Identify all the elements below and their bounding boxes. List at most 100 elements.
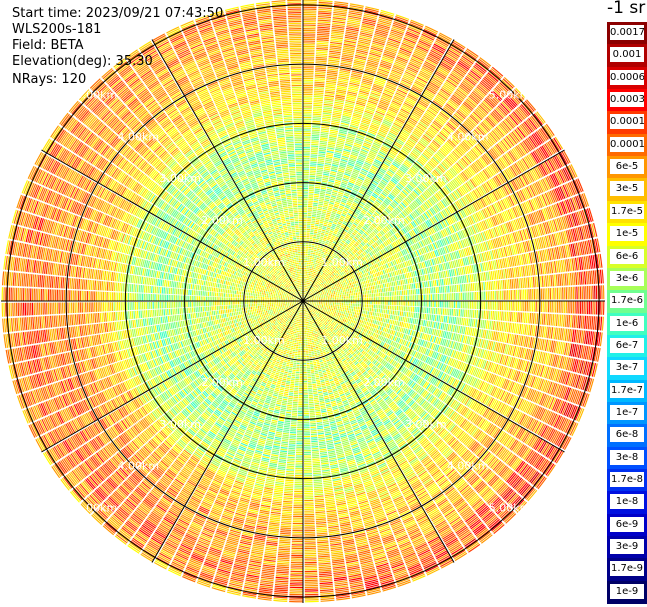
beta-gate (332, 294, 334, 297)
beta-gate (331, 25, 345, 29)
beta-gate (347, 283, 350, 286)
beta-gate (347, 133, 356, 137)
beta-gate (332, 22, 346, 26)
beta-gate (431, 76, 443, 85)
beta-gate (386, 41, 400, 47)
beta-gate (343, 47, 355, 51)
beta-gate (415, 78, 427, 85)
beta-gate (338, 191, 344, 195)
beta-gate (362, 145, 370, 150)
beta-gate (307, 255, 310, 258)
beta-gate (331, 167, 338, 171)
beta-gate (330, 34, 344, 38)
beta-gate (318, 201, 324, 204)
beta-gate (415, 46, 428, 54)
beta-gate (333, 239, 337, 243)
beta-gate (397, 154, 406, 160)
beta-gate (316, 270, 318, 273)
beta-gate (378, 129, 388, 135)
beta-gate (322, 112, 332, 115)
beta-gate (411, 112, 421, 119)
beta-gate (312, 209, 317, 212)
beta-gate (327, 225, 331, 228)
beta-gate (331, 117, 341, 121)
beta-gate (337, 282, 340, 285)
beta-gate (318, 0, 333, 3)
beta-gate (408, 62, 420, 70)
beta-gate (319, 256, 322, 259)
beta-gate (404, 143, 413, 150)
beta-gate (303, 216, 307, 218)
beta-gate (348, 291, 350, 294)
beta-gate (341, 296, 344, 299)
beta-gate (317, 244, 321, 247)
beta-gate (434, 72, 446, 80)
beta-gate (339, 203, 345, 207)
beta-gate (330, 196, 336, 200)
beta-gate (375, 277, 378, 281)
beta-gate (329, 218, 334, 222)
beta-gate (327, 235, 332, 238)
beta-gate (323, 294, 325, 296)
beta-gate (349, 5, 364, 9)
beta-gate (420, 37, 433, 44)
beta-gate (390, 127, 400, 133)
beta-gate (438, 64, 451, 73)
beta-gate (440, 286, 443, 293)
beta-gate (325, 84, 336, 87)
beta-gate (334, 103, 344, 107)
beta-gate (413, 51, 426, 59)
beta-gate (333, 278, 336, 281)
beta-gate (373, 115, 383, 121)
beta-gate (305, 293, 306, 295)
beta-gate (368, 129, 377, 134)
beta-gate (328, 292, 330, 294)
beta-gate (548, 275, 551, 287)
beta-gate (318, 203, 323, 206)
beta-gate (375, 28, 389, 34)
beta-gate (362, 288, 364, 292)
beta-gate (353, 290, 355, 293)
beta-gate (339, 69, 351, 74)
beta-gate (308, 268, 310, 270)
beta-gate (314, 86, 325, 89)
beta-gate (319, 194, 325, 197)
beta-gate (328, 141, 336, 145)
beta-gate (305, 280, 307, 282)
beta-gate (406, 29, 420, 36)
beta-gate (368, 152, 377, 157)
beta-gate (309, 172, 316, 174)
beta-gate (431, 287, 434, 294)
beta-gate (363, 114, 373, 119)
beta-gate (342, 115, 351, 119)
beta-gate (374, 112, 384, 118)
beta-gate (330, 277, 333, 280)
beta-gate (393, 296, 395, 301)
beta-gate (310, 254, 313, 256)
beta-gate (338, 78, 349, 82)
beta-gate (310, 225, 315, 228)
beta-gate (347, 19, 361, 23)
beta-gate (310, 266, 312, 269)
beta-gate (312, 278, 314, 281)
beta-gate (364, 193, 370, 198)
beta-gate (324, 251, 328, 254)
beta-gate (382, 292, 384, 297)
beta-gate (336, 270, 339, 273)
beta-gate (317, 232, 321, 234)
beta-gate (342, 152, 350, 156)
beta-gate (368, 98, 378, 104)
beta-gate (309, 268, 312, 271)
beta-gate (303, 31, 316, 34)
beta-gate (315, 262, 318, 265)
beta-gate (314, 190, 320, 193)
beta-gate (348, 15, 362, 20)
beta-gate (305, 248, 309, 250)
beta-gate (321, 121, 331, 124)
beta-gate (314, 186, 321, 189)
beta-gate (303, 22, 316, 25)
beta-gate (381, 279, 384, 284)
beta-gate (303, 198, 308, 200)
beta-gate (429, 51, 442, 59)
beta-gate (381, 146, 389, 152)
